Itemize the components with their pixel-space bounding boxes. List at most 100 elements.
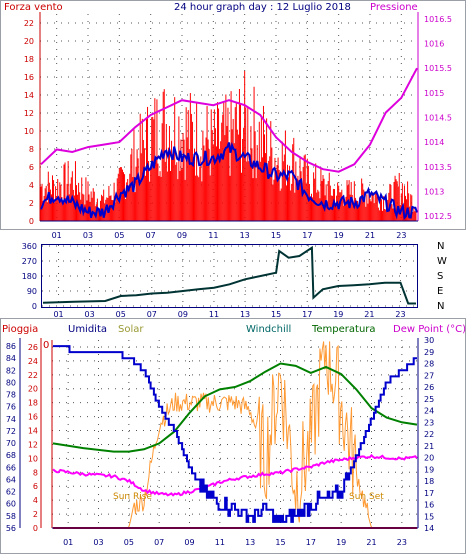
temperature-line [52,362,418,453]
humidity-tick-label: 78 [6,391,16,400]
direction-grid [42,245,417,307]
temperature-tick-label: 23 [424,418,434,427]
wind-tick-label: 16 [24,73,34,82]
hour-tick-label: 03 [93,538,103,547]
hour-tick-label: 17 [302,231,312,240]
direction-series [42,245,416,305]
pressure-tick-label: 1013 [424,187,444,196]
rain-tick-label: 2 [33,510,38,519]
wind-average-line [40,141,418,221]
dew-point-label: Dew Point (°C) [393,324,466,335]
hour-tick-label: 23 [396,231,406,240]
top-axes [39,12,419,222]
windchill-label: Windchill [246,324,291,335]
hour-tick-label: 21 [365,231,375,240]
temperature-tick-label: 21 [424,442,434,451]
compass-letter: S [437,271,443,282]
humidity-line [53,345,417,523]
hour-tick-label: 11 [208,231,218,240]
wind-tick-label: 0 [29,217,34,226]
rain-tick-label: 22 [28,371,38,380]
temperature-tick-label: 27 [424,371,434,380]
pressure-tick-label: 1016.5 [424,15,452,24]
compass-letter: W [437,256,447,267]
rain-tick-label: 24 [28,357,38,366]
chart-title: 24 hour graph day : 12 Luglio 2018 [174,2,351,13]
direction-tick-label: 180 [22,272,37,281]
rain-tick-label: 0 [33,524,38,533]
wind-tick-label: 12 [24,109,34,118]
hour-tick-label: 23 [397,538,407,547]
compass-letter: E [437,286,443,297]
rain-tick-label: 26 [28,343,38,352]
hour-tick-label: 05 [114,231,124,240]
hour-tick-label: 19 [336,538,346,547]
pioggia-label: Pioggia [2,324,38,335]
temperatura-label: Temperatura [311,324,376,335]
top-series [40,67,418,221]
hour-tick-label: 01 [63,538,73,547]
rain-tick-label: 4 [33,496,38,505]
hour-tick-label: 05 [124,538,134,547]
temperature-tick-label: 14 [424,524,434,533]
rain-tick-label: 12 [28,440,38,449]
humidity-tick-label: 62 [6,488,16,497]
top-hour-tick-labels: 01 03 05 07 09 11 13 15 17 19 21 23 [52,231,407,240]
pressure-axis-label: Pressione [370,2,418,13]
sun-rise-label: Sun Rise [113,492,152,502]
compass-letter: N [437,241,444,252]
rain-tick-label: 18 [28,399,38,408]
wind-direction-line [42,245,416,305]
humidity-tick-label: 60 [6,500,16,509]
pressure-tick-label: 1012.5 [424,212,452,221]
direction-tick-label: 270 [22,257,37,266]
hour-tick-label: 07 [154,538,164,547]
humidity-tick-label: 74 [6,415,16,424]
temperature-tick-label: 20 [424,454,434,463]
wind-tick-label: 2 [29,199,34,208]
hour-tick-label: 05 [116,310,126,319]
temperature-tick-label: 28 [424,360,434,369]
pressure-line [40,67,418,173]
wind-tick-label: 18 [24,55,34,64]
temp-humidity-chart: Pioggia Umidita Solar Windchill Temperat… [0,318,466,554]
wind-tick-label: 20 [24,37,34,46]
hour-tick-label: 17 [302,310,312,319]
temperature-tick-label: 24 [424,407,434,416]
hour-tick-label: 15 [275,538,285,547]
wind-tick-label: 6 [29,163,34,172]
hour-tick-label: 09 [177,231,187,240]
humidity-tick-label: 68 [6,451,16,460]
humidity-tick-label: 72 [6,427,16,436]
umidita-label: Umidita [68,324,107,335]
rain-tick-label: 20 [28,385,38,394]
hour-tick-label: 09 [184,538,194,547]
direction-tick-label: 0 [32,302,37,311]
hour-tick-label: 21 [364,310,374,319]
hour-tick-label: 11 [215,538,225,547]
humidity-tick-label: 82 [6,366,16,375]
direction-plot-frame [41,244,418,308]
temperature-tick-label: 16 [424,501,434,510]
wind-tick-label: 4 [29,181,34,190]
temperature-tick-label: 30 [424,336,434,345]
compass-letter: N [437,301,444,312]
humidity-tick-label: 58 [6,512,16,521]
hour-tick-label: 15 [271,231,281,240]
hour-tick-label: 03 [83,231,93,240]
direction-tick-label: 90 [27,287,37,296]
humidity-tick-label: 70 [6,439,16,448]
rain-tick-label: 8 [33,468,38,477]
wind-tick-label: 8 [29,145,34,154]
hour-tick-label: 13 [240,231,250,240]
dew-point-line [52,453,418,497]
sun-set-label: Sun Set [349,492,384,502]
pressure-tick-labels: 1012.5 1013 1013.5 1014 1014.5 1015 1015.5 1016… [424,15,452,221]
bottom-panel-frame [0,318,466,554]
humidity-tick-label: 64 [6,475,16,484]
wind-tick-label: 10 [24,127,34,136]
temperature-tick-label: 15 [424,512,434,521]
